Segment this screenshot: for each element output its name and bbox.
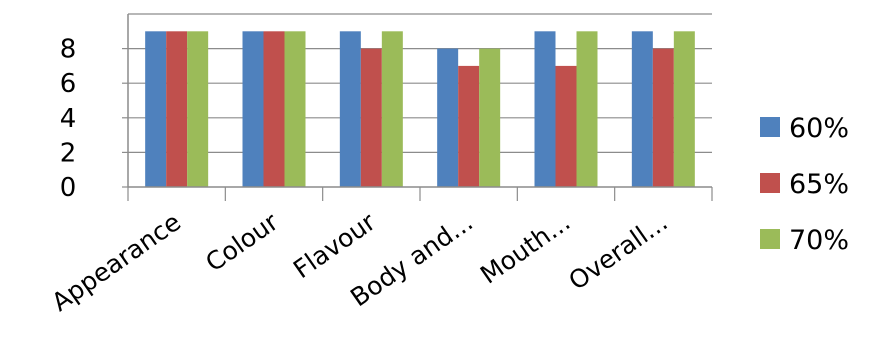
bar-70pct-2: [381, 31, 403, 187]
y-tick-label: 8: [60, 35, 77, 65]
bar-60pct-5: [631, 31, 653, 187]
bar-70pct-0: [187, 31, 209, 187]
bars: [145, 31, 695, 187]
bar-70pct-5: [673, 31, 695, 187]
legend-swatch: [760, 117, 780, 137]
legend-label: 65%: [789, 169, 849, 200]
y-axis-ticks: 0 2 4 6 8: [60, 35, 128, 203]
bar-60pct-2: [339, 31, 361, 187]
axes: [127, 14, 712, 188]
bar-60pct-4: [534, 31, 556, 187]
bar-65pct-0: [166, 31, 188, 187]
legend: 60% 65% 70%: [760, 113, 849, 256]
x-tick-label: Appearance: [46, 207, 186, 317]
legend-swatch: [760, 173, 780, 193]
bar-70pct-3: [479, 48, 501, 187]
legend-swatch: [760, 229, 780, 249]
bar-65pct-3: [458, 65, 480, 187]
bar-65pct-2: [360, 48, 382, 187]
bar-65pct-4: [555, 65, 577, 187]
y-tick-label: 6: [60, 69, 77, 99]
legend-label: 70%: [789, 225, 849, 256]
y-tick-label: 2: [60, 138, 77, 168]
x-tick-label: Overall...: [563, 207, 672, 296]
x-tick-label: Colour: [200, 207, 284, 278]
y-tick-label: 4: [60, 104, 77, 134]
bar-60pct-3: [437, 48, 459, 187]
bar-70pct-4: [576, 31, 598, 187]
x-tick-label: Mouth...: [475, 207, 575, 289]
y-tick-label: 0: [60, 173, 77, 203]
bar-60pct-1: [242, 31, 264, 187]
gridlines: [128, 13, 712, 153]
legend-label: 60%: [789, 113, 849, 144]
bar-60pct-0: [145, 31, 167, 187]
bar-65pct-1: [263, 31, 285, 187]
bar-65pct-5: [652, 48, 674, 187]
bar-70pct-1: [284, 31, 306, 187]
